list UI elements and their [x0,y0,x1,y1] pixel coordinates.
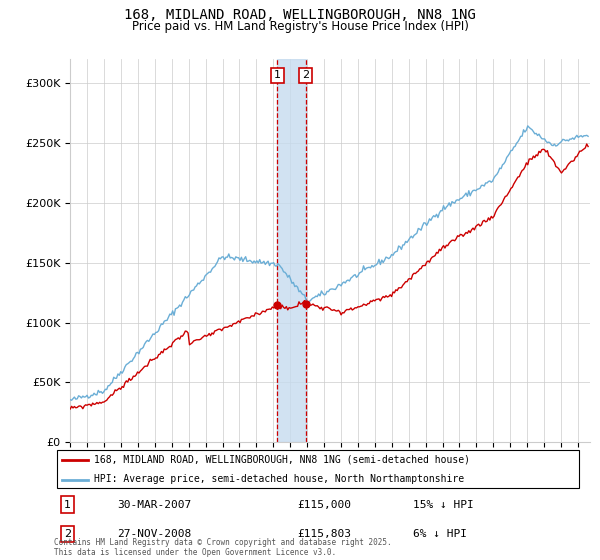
Text: 15% ↓ HPI: 15% ↓ HPI [413,500,474,510]
Text: 2: 2 [302,71,309,80]
Text: £115,803: £115,803 [297,529,351,539]
Text: 1: 1 [274,71,281,80]
Text: 168, MIDLAND ROAD, WELLINGBOROUGH, NN8 1NG (semi-detached house): 168, MIDLAND ROAD, WELLINGBOROUGH, NN8 1… [94,455,470,465]
Text: Contains HM Land Registry data © Crown copyright and database right 2025.
This d: Contains HM Land Registry data © Crown c… [54,538,392,557]
Text: 1: 1 [64,500,71,510]
Text: HPI: Average price, semi-detached house, North Northamptonshire: HPI: Average price, semi-detached house,… [94,474,464,484]
Text: Price paid vs. HM Land Registry's House Price Index (HPI): Price paid vs. HM Land Registry's House … [131,20,469,32]
Text: 2: 2 [64,529,71,539]
Text: 168, MIDLAND ROAD, WELLINGBOROUGH, NN8 1NG: 168, MIDLAND ROAD, WELLINGBOROUGH, NN8 1… [124,8,476,22]
Bar [277,59,305,442]
FancyBboxPatch shape [56,450,580,488]
Text: £115,000: £115,000 [297,500,351,510]
Text: 6% ↓ HPI: 6% ↓ HPI [413,529,467,539]
Text: 27-NOV-2008: 27-NOV-2008 [118,529,191,539]
Text: 30-MAR-2007: 30-MAR-2007 [118,500,191,510]
